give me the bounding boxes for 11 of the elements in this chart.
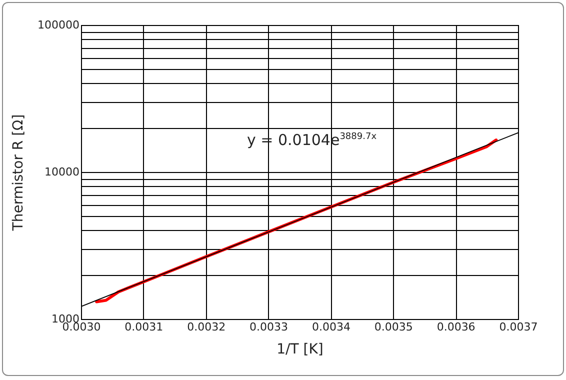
y-axis-title: Thermistor R [Ω] xyxy=(10,114,27,232)
y-tick-label: 10000 xyxy=(44,166,80,178)
x-axis-title: 1/T [K] xyxy=(276,342,324,358)
x-tick-label: 0.0034 xyxy=(312,320,350,334)
x-tick-label: 0.0037 xyxy=(499,320,538,334)
x-tick-label: 0.0036 xyxy=(436,320,476,334)
x-tick-label: 0.0033 xyxy=(250,320,288,334)
x-tick-label: 0.0032 xyxy=(187,320,226,334)
y-tick-label: 100000 xyxy=(38,18,80,32)
x-tick-label: 0.0035 xyxy=(374,320,413,334)
x-tick-label: 0.0031 xyxy=(124,320,164,334)
